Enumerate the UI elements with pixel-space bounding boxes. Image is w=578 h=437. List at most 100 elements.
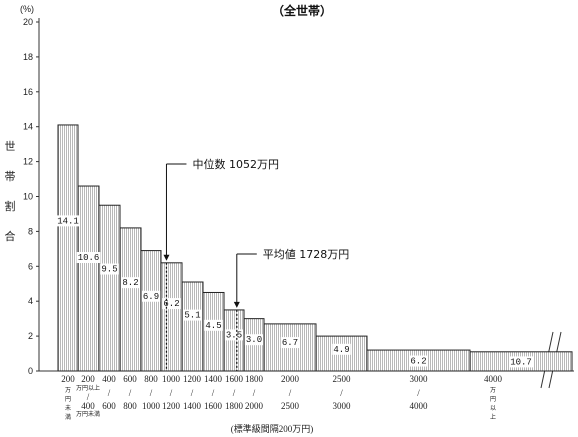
bar-value-label-bg	[280, 337, 300, 349]
x-tick-sep: /	[253, 388, 256, 398]
x-tick-sep: /	[108, 388, 111, 398]
bar-value-label: 8.2	[122, 278, 138, 288]
x-tick-sep: /	[417, 388, 420, 398]
bar-value-label: 10.6	[78, 253, 100, 263]
bar-value-label-bg	[76, 252, 101, 264]
bar-value-label: 5.1	[184, 311, 200, 321]
x-tick-label: 3000	[333, 401, 352, 411]
bar-value-label-bg	[121, 277, 140, 289]
bar	[160, 262, 183, 372]
x-tick-sep: /	[129, 388, 132, 398]
bar-value-label-bg	[224, 329, 244, 341]
bar-value-label: 3.0	[246, 335, 262, 345]
x-tick-sep: /	[170, 388, 173, 398]
y-tick-label: 4	[28, 296, 33, 306]
x-tick-sep: /	[87, 392, 90, 402]
x-tick-label: 800	[144, 374, 158, 384]
bar-value-label-bg	[409, 355, 428, 367]
bar-value-label-bg	[100, 263, 119, 275]
x-tick-sep: /	[212, 388, 215, 398]
x-tick-sublabel-char: 未	[65, 404, 71, 412]
y-tick-label: 20	[23, 17, 33, 27]
x-tick-sep: /	[191, 388, 194, 398]
bar-value-label: 4.9	[333, 345, 349, 355]
x-tick-sublabel-char: 以	[490, 405, 496, 412]
y-axis-title-char: 世	[5, 140, 16, 153]
x-tick-label: 3000	[410, 374, 429, 384]
x-tick-label: 800	[123, 401, 137, 411]
bar	[223, 309, 245, 372]
bar-value-label-bg	[509, 356, 533, 368]
x-tick-sublabel: 万円以上	[76, 384, 100, 392]
x-tick-sublabel-char: 上	[490, 413, 496, 421]
bar-value-label: 10.7	[510, 357, 532, 367]
x-tick-label: 4000	[410, 401, 429, 411]
x-tick-label: 1200	[183, 374, 202, 384]
annotation-arrowhead	[163, 254, 170, 261]
y-tick-label: 2	[28, 331, 33, 341]
annotation-arrowhead	[233, 301, 240, 308]
y-axis-title-char: 帯	[5, 170, 16, 183]
y-tick-label: 14	[23, 122, 33, 132]
bar-value-label: 6.2	[410, 357, 426, 367]
x-tick-sep: /	[150, 388, 153, 398]
x-tick-label: 1000	[162, 374, 181, 384]
x-tick-label: 2500	[281, 401, 300, 411]
bar-value-label: 9.5	[101, 265, 117, 275]
x-tick-label: 200	[81, 374, 95, 384]
bar-value-label-bg	[162, 298, 181, 310]
y-axis-unit: (%)	[20, 4, 34, 14]
annotation-text: 平均値 1728万円	[263, 248, 350, 261]
x-tick-label: 200	[61, 374, 75, 384]
x-tick-sublabel-char: 満	[65, 413, 71, 421]
x-tick-label: 2000	[245, 401, 264, 411]
x-tick-label: 2000	[281, 374, 300, 384]
bar-value-label-bg	[141, 290, 161, 302]
x-tick-sublabel-char: 万	[65, 387, 71, 394]
bar-value-label-bg	[56, 215, 80, 227]
x-tick-label: 600	[123, 374, 137, 384]
bar-value-label-bg	[204, 319, 223, 331]
bar	[77, 185, 100, 372]
bar	[119, 227, 142, 372]
y-tick-label: 10	[23, 192, 33, 202]
x-tick-label: 1400	[183, 401, 202, 411]
bar-value-label: 4.5	[205, 321, 221, 331]
bar	[98, 204, 121, 372]
y-tick-label: 16	[23, 87, 33, 97]
x-tick-label: 1800	[245, 374, 264, 384]
x-tick-sep: /	[289, 388, 292, 398]
x-axis-title: (標準級間隔200万円)	[231, 423, 314, 434]
x-tick-label: 4000	[484, 374, 503, 384]
y-tick-label: 8	[28, 226, 33, 236]
bar-value-label-bg	[183, 309, 202, 321]
bar-value-label-bg	[332, 343, 351, 355]
x-tick-sublabel-char: 円	[490, 396, 496, 403]
y-axis-title-char: 割	[5, 199, 16, 213]
x-tick-sep: /	[233, 388, 236, 398]
x-tick-sublabel: 万円未満	[76, 410, 100, 418]
y-tick-label: 18	[23, 52, 33, 62]
y-tick-label: 0	[28, 366, 33, 376]
x-tick-sublabel-char: 万	[490, 387, 496, 394]
bar	[202, 291, 225, 372]
y-tick-label: 12	[23, 157, 33, 167]
x-tick-label: 1200	[162, 401, 181, 411]
x-tick-label: 1400	[204, 374, 223, 384]
bar-value-label: 6.9	[143, 292, 159, 302]
x-tick-label: 400	[81, 401, 95, 411]
bar-value-label: 6.2	[163, 299, 179, 309]
chart-title: （全世帯）	[272, 3, 332, 18]
y-axis-title-char: 合	[5, 229, 16, 243]
x-tick-label: 2500	[333, 374, 352, 384]
y-tick-label: 6	[28, 261, 33, 271]
x-tick-label: 600	[102, 401, 116, 411]
bar-value-label: 3.5	[226, 330, 242, 340]
bar-value-label: 6.7	[282, 338, 298, 348]
x-tick-label: 1000	[142, 401, 161, 411]
x-tick-label: 400	[102, 374, 116, 384]
x-tick-sep: /	[340, 388, 343, 398]
bar	[140, 250, 162, 372]
